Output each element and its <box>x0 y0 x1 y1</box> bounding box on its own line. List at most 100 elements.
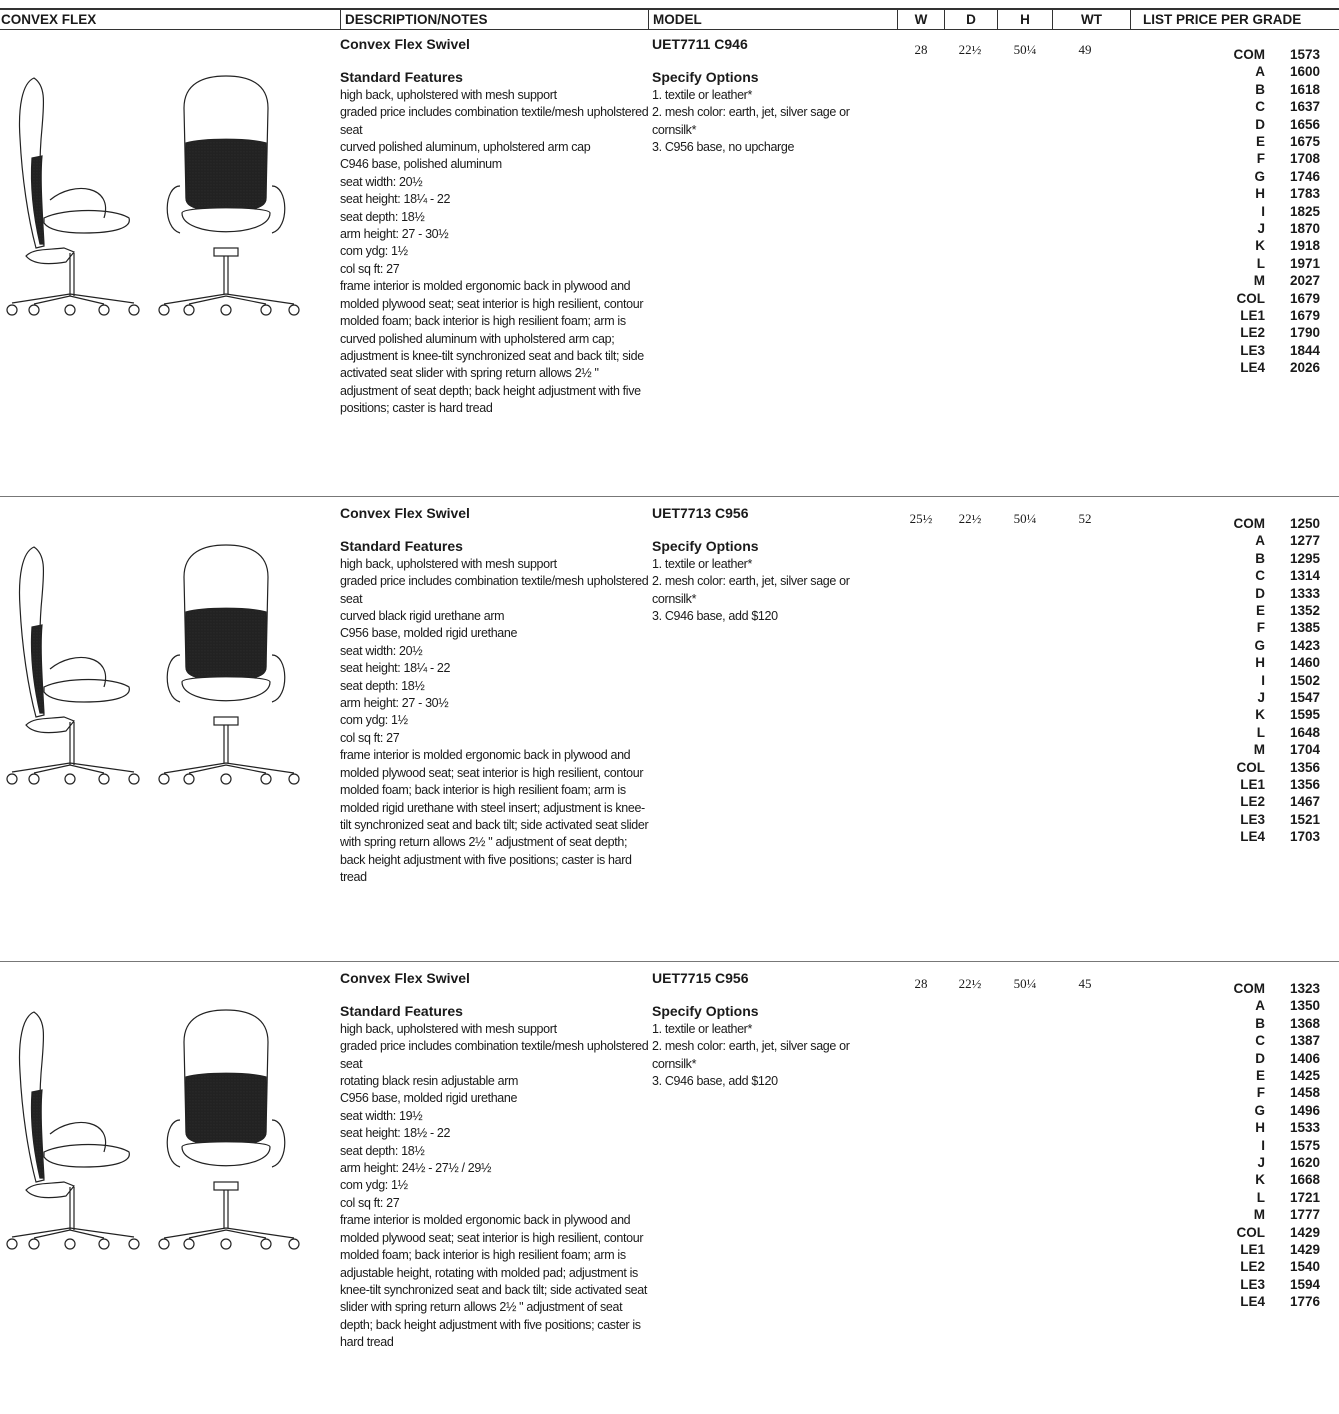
grade-code: COM <box>1200 46 1265 63</box>
feature-line: C956 base, molded rigid urethane <box>340 625 650 642</box>
option-line: 2. mesh color: earth, jet, silver sage o… <box>652 1038 892 1073</box>
dimension-wt: 45 <box>1060 976 1110 992</box>
grade-code: D <box>1200 1050 1265 1067</box>
header-cell: CONVEX FLEX <box>0 10 340 29</box>
grade-code: L <box>1200 255 1265 272</box>
grade-price: 1533 <box>1270 1119 1320 1136</box>
grade-code: G <box>1200 168 1265 185</box>
grade-code: D <box>1200 116 1265 133</box>
feature-line: curved black rigid urethane arm <box>340 608 650 625</box>
header-cell: MODEL <box>648 10 897 29</box>
option-line: 2. mesh color: earth, jet, silver sage o… <box>652 104 892 139</box>
spacer <box>340 522 650 538</box>
spacer <box>652 522 892 538</box>
grade-code: C <box>1200 98 1265 115</box>
grade-code: A <box>1200 532 1265 549</box>
feature-line: rotating black resin adjustable arm <box>340 1073 650 1090</box>
feature-line: frame interior is molded ergonomic back … <box>340 747 650 886</box>
grade-price: 1918 <box>1270 237 1320 254</box>
grade-price: 1600 <box>1270 63 1320 80</box>
dimension-h: 50¼ <box>1000 976 1050 992</box>
grade-price: 1521 <box>1270 811 1320 828</box>
feature-line: arm height: 24½ - 27½ / 29½ <box>340 1160 650 1177</box>
grade-price: 1618 <box>1270 81 1320 98</box>
feature-line: frame interior is molded ergonomic back … <box>340 278 650 417</box>
grade-price: 1460 <box>1270 654 1320 671</box>
dimension-d: 22½ <box>945 976 995 992</box>
feature-line: com ydg: 1½ <box>340 1177 650 1194</box>
grade-price: 1595 <box>1270 706 1320 723</box>
feature-line: seat depth: 18½ <box>340 678 650 695</box>
grade-price: 1776 <box>1270 1293 1320 1310</box>
grade-price: 1790 <box>1270 324 1320 341</box>
grade-price: 1387 <box>1270 1032 1320 1049</box>
grade-code: LE1 <box>1200 1241 1265 1258</box>
chair-illustration <box>4 68 304 338</box>
feature-line: seat width: 20½ <box>340 174 650 191</box>
feature-line: col sq ft: 27 <box>340 261 650 278</box>
grade-price: 1356 <box>1270 776 1320 793</box>
options-title: Specify Options <box>652 538 892 555</box>
features-title: Standard Features <box>340 538 650 555</box>
grade-code: C <box>1200 567 1265 584</box>
grade-price: 1429 <box>1270 1241 1320 1258</box>
grade-code: B <box>1200 81 1265 98</box>
grade-price: 1385 <box>1270 619 1320 636</box>
dimension-w: 28 <box>896 976 946 992</box>
grade-price: 1423 <box>1270 637 1320 654</box>
grade-price: 1703 <box>1270 828 1320 845</box>
grade-price: 1547 <box>1270 689 1320 706</box>
dimension-w: 28 <box>896 42 946 58</box>
dimension-h: 50¼ <box>1000 42 1050 58</box>
grade-code: E <box>1200 602 1265 619</box>
grade-price: 1637 <box>1270 98 1320 115</box>
option-line: 3. C956 base, no upcharge <box>652 139 892 156</box>
feature-line: com ydg: 1½ <box>340 243 650 260</box>
grade-price: 1333 <box>1270 585 1320 602</box>
grade-code: LE3 <box>1200 1276 1265 1293</box>
grade-price: 1277 <box>1270 532 1320 549</box>
grade-price: 2026 <box>1270 359 1320 376</box>
grade-code: I <box>1200 672 1265 689</box>
dimension-d: 22½ <box>945 511 995 527</box>
grade-price: 1746 <box>1270 168 1320 185</box>
grade-price: 1594 <box>1270 1276 1320 1293</box>
feature-line: C946 base, polished aluminum <box>340 156 650 173</box>
price-list-page: CONVEX FLEX DESCRIPTION/NOTES MODEL W D … <box>0 0 1339 1414</box>
option-line: 1. textile or leather* <box>652 87 892 104</box>
grade-code: G <box>1200 637 1265 654</box>
grade-code: J <box>1200 689 1265 706</box>
grade-price: 1314 <box>1270 567 1320 584</box>
dimension-w: 25½ <box>896 511 946 527</box>
grade-code: G <box>1200 1102 1265 1119</box>
model-number: UET7715 C956 <box>652 970 892 987</box>
features-title: Standard Features <box>340 69 650 86</box>
grade-code: COM <box>1200 515 1265 532</box>
chair-illustration <box>4 1002 304 1272</box>
feature-line: high back, upholstered with mesh support <box>340 556 650 573</box>
grade-code: COL <box>1200 759 1265 776</box>
header-cell: W <box>897 10 944 29</box>
feature-line: col sq ft: 27 <box>340 1195 650 1212</box>
feature-line: curved polished aluminum, upholstered ar… <box>340 139 650 156</box>
grade-code: C <box>1200 1032 1265 1049</box>
spacer <box>340 987 650 1003</box>
options-title: Specify Options <box>652 69 892 86</box>
header-cell: H <box>997 10 1052 29</box>
dimension-d: 22½ <box>945 42 995 58</box>
grade-code: F <box>1200 619 1265 636</box>
grade-code: COM <box>1200 980 1265 997</box>
grade-code: LE2 <box>1200 1258 1265 1275</box>
chair-illustration <box>4 537 304 807</box>
option-line: 1. textile or leather* <box>652 556 892 573</box>
product-name: Convex Flex Swivel <box>340 970 650 987</box>
features-title: Standard Features <box>340 1003 650 1020</box>
grade-price: 1620 <box>1270 1154 1320 1171</box>
grade-price: 1844 <box>1270 342 1320 359</box>
grade-price: 1406 <box>1270 1050 1320 1067</box>
grade-code: L <box>1200 724 1265 741</box>
grade-price: 1250 <box>1270 515 1320 532</box>
feature-line: graded price includes combination textil… <box>340 104 650 139</box>
